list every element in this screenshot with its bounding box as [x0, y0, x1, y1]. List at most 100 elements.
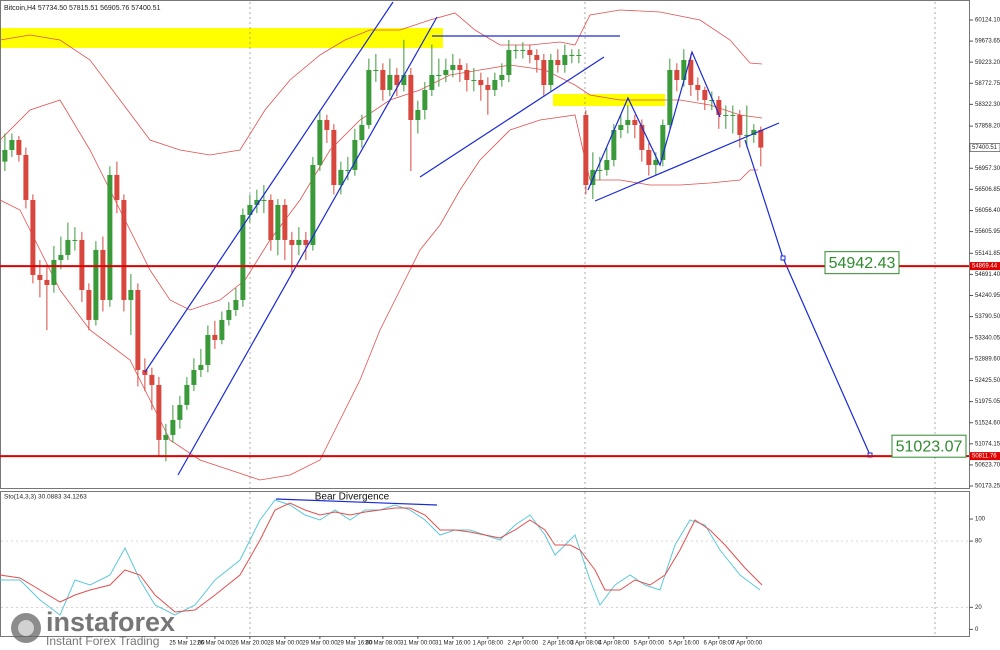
- overlay: [144, 1, 873, 476]
- stoch-k: [0, 499, 761, 616]
- candle-body: [751, 129, 757, 135]
- y-tick-label: 52889.60: [975, 356, 1000, 362]
- indicator-tick-label: 0: [975, 627, 979, 633]
- indicator-title: Sto(14,3,3) 30.0883 34.1263: [4, 494, 87, 501]
- candle-body: [646, 149, 652, 165]
- trend-line: [594, 122, 780, 202]
- x-tick-label: 25 Mar 12:00: [169, 641, 205, 647]
- logo: instaforex Instant Forex Trading: [11, 607, 175, 648]
- candle-body: [625, 119, 631, 125]
- logo-tagline: Instant Forex Trading: [46, 634, 159, 648]
- candle-body: [233, 299, 239, 310]
- level-label-box: [970, 262, 1000, 271]
- candle-body: [58, 254, 64, 260]
- candle-body: [534, 54, 540, 60]
- candle-body: [23, 154, 29, 200]
- trend-line: [144, 1, 394, 373]
- candle-body: [331, 129, 337, 185]
- candle-body: [611, 129, 617, 160]
- candle-body: [457, 65, 463, 70]
- projection-point: [780, 255, 786, 261]
- candle-body: [114, 174, 120, 200]
- candle-body: [373, 69, 379, 71]
- candle-body: [527, 49, 533, 55]
- candle-body: [632, 119, 638, 125]
- target-label: 54942.43: [829, 255, 896, 272]
- candle-body: [520, 49, 526, 51]
- candle-body: [30, 199, 36, 275]
- bollinger-middle: [0, 64, 763, 311]
- candle-body: [471, 79, 477, 81]
- trend-line: [419, 56, 605, 178]
- target-label: 51023.07: [896, 438, 963, 455]
- y-tick-label: 51524.60: [975, 420, 1000, 426]
- candle-body: [618, 124, 624, 130]
- candle-body: [254, 199, 260, 205]
- candle-body: [275, 204, 281, 240]
- y-tick-label: 58322.30: [975, 102, 1000, 108]
- level-label-box: [970, 452, 1000, 461]
- indicator-tick-label: 100: [975, 517, 986, 523]
- candle-body: [16, 139, 22, 155]
- candle-body: [310, 164, 316, 245]
- logo-icon: [18, 620, 34, 636]
- candle-body: [688, 59, 694, 86]
- x-tick-label: 26 Mar 20:00: [232, 641, 268, 647]
- candle-body: [149, 374, 155, 385]
- pattern-line: [587, 50, 721, 191]
- candle-body: [730, 114, 736, 116]
- candle-body: [408, 74, 414, 120]
- candle-body: [653, 159, 659, 165]
- candle-body: [415, 109, 421, 120]
- y-tick-label: 54691.40: [975, 272, 1000, 278]
- y-tick-label: 56957.30: [975, 166, 1000, 172]
- candle-body: [2, 149, 8, 162]
- candle-body: [345, 169, 351, 171]
- candle-body: [443, 69, 449, 75]
- divergence-line: [275, 498, 438, 506]
- candle-body: [184, 384, 190, 405]
- target-box: [891, 434, 967, 458]
- y-tick-label: 52425.50: [975, 378, 1000, 384]
- candle-body: [737, 114, 743, 135]
- candle-body: [576, 54, 582, 56]
- candle-body: [695, 85, 701, 90]
- candle-body: [212, 334, 218, 340]
- candle-body: [282, 204, 288, 240]
- candle-body: [261, 199, 267, 201]
- y-tick-label: 54240.95: [975, 293, 1000, 299]
- candle-body: [156, 384, 162, 440]
- candle-body: [37, 274, 43, 280]
- y-tick-label: 59223.20: [975, 60, 1000, 66]
- candle-body: [429, 74, 435, 90]
- candle-body: [219, 319, 225, 340]
- candle-body: [51, 259, 57, 285]
- target-box: [824, 251, 900, 275]
- logo-brand: instaforex: [46, 607, 175, 637]
- y-tick-label: 56056.40: [975, 208, 1000, 214]
- candle-body: [198, 364, 204, 370]
- y-tick-label: 60124.10: [975, 18, 1000, 24]
- annotation: Bear Divergence: [315, 492, 390, 503]
- y-tick-label: 55141.85: [975, 251, 1000, 257]
- candle-body: [401, 74, 407, 86]
- candles: [2, 39, 764, 462]
- candle-body: [289, 239, 295, 245]
- x-tick-label: 31 Mar 00:00: [400, 641, 436, 647]
- last-price-box: [969, 143, 1000, 152]
- bollinger-upper: [0, 9, 763, 156]
- indicator-frame: [0, 491, 970, 637]
- candle-body: [660, 124, 666, 160]
- candle-body: [107, 174, 113, 300]
- candle-body: [709, 99, 715, 101]
- candle-body: [583, 114, 589, 185]
- candle-body: [142, 369, 148, 375]
- y-tick-label: 51975.05: [975, 399, 1000, 405]
- candle-body: [702, 89, 708, 100]
- x-tick-label: 29 Mar 16:00: [337, 641, 373, 647]
- x-tick-label: 30 Mar 08:00: [365, 641, 401, 647]
- x-tick-label: 7 Apr 00:00: [731, 641, 762, 647]
- candle-body: [569, 54, 575, 56]
- candle-body: [366, 69, 372, 125]
